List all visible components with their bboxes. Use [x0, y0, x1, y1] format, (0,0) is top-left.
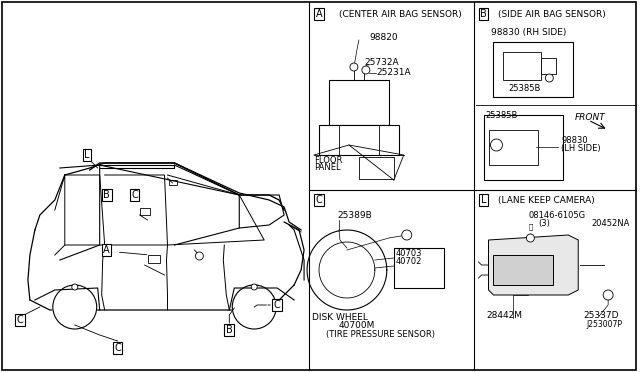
- Circle shape: [350, 63, 358, 71]
- Text: 98830 (RH SIDE): 98830 (RH SIDE): [491, 28, 566, 37]
- Bar: [140, 208, 150, 215]
- Text: (3): (3): [538, 219, 550, 228]
- Circle shape: [603, 290, 613, 300]
- Polygon shape: [488, 235, 578, 295]
- Text: PANEL: PANEL: [314, 163, 340, 172]
- Text: 25385B: 25385B: [486, 111, 518, 120]
- Text: (SIDE AIR BAG SENSOR): (SIDE AIR BAG SENSOR): [499, 10, 606, 19]
- Text: C: C: [17, 315, 23, 325]
- Text: 25389B: 25389B: [337, 211, 372, 220]
- Circle shape: [402, 230, 412, 240]
- Text: 20452NA: 20452NA: [591, 219, 630, 228]
- Text: A: A: [316, 9, 323, 19]
- Text: 28442M: 28442M: [486, 311, 522, 320]
- Text: 25732A: 25732A: [364, 58, 399, 67]
- Bar: [329, 80, 389, 125]
- Text: C: C: [274, 300, 280, 310]
- Text: 25231A: 25231A: [377, 68, 412, 77]
- Text: DISK WHEEL: DISK WHEEL: [312, 313, 368, 322]
- Text: B: B: [226, 325, 233, 335]
- Text: B: B: [103, 190, 110, 200]
- Text: 40700M: 40700M: [339, 321, 375, 330]
- Text: 98830: 98830: [561, 136, 588, 145]
- Text: (TIRE PRESSURE SENSOR): (TIRE PRESSURE SENSOR): [326, 330, 435, 339]
- Text: 98820: 98820: [369, 33, 398, 42]
- Bar: [148, 255, 159, 263]
- Text: C: C: [316, 195, 323, 205]
- Bar: [170, 180, 177, 185]
- Circle shape: [72, 284, 78, 290]
- Circle shape: [526, 234, 534, 242]
- Bar: [394, 248, 444, 288]
- Text: FRONT: FRONT: [575, 113, 606, 122]
- Bar: [504, 52, 541, 80]
- Text: 08146-6105G: 08146-6105G: [529, 211, 586, 220]
- Circle shape: [545, 74, 554, 82]
- Text: L: L: [481, 195, 486, 205]
- Text: 25385B: 25385B: [508, 84, 541, 93]
- Bar: [488, 130, 538, 165]
- Text: (CENTER AIR BAG SENSOR): (CENTER AIR BAG SENSOR): [339, 10, 461, 19]
- Bar: [359, 157, 394, 179]
- Circle shape: [195, 252, 204, 260]
- Text: 25337D: 25337D: [583, 311, 619, 320]
- Text: FLOOR: FLOOR: [314, 156, 342, 165]
- Circle shape: [362, 66, 370, 74]
- Bar: [319, 125, 399, 155]
- Text: L: L: [84, 150, 90, 160]
- Text: (LH SIDE): (LH SIDE): [561, 144, 601, 153]
- Text: 40703: 40703: [396, 249, 422, 258]
- Text: J253007P: J253007P: [586, 320, 622, 329]
- Bar: [541, 58, 556, 74]
- Circle shape: [490, 139, 502, 151]
- Circle shape: [53, 285, 97, 329]
- Text: C: C: [115, 343, 121, 353]
- Circle shape: [232, 285, 276, 329]
- Text: B: B: [480, 9, 487, 19]
- Text: (LANE KEEP CAMERA): (LANE KEEP CAMERA): [499, 196, 595, 205]
- Bar: [484, 115, 563, 180]
- Bar: [493, 42, 573, 97]
- Text: Ⓑ: Ⓑ: [528, 223, 532, 230]
- Circle shape: [252, 284, 257, 290]
- Text: A: A: [104, 245, 110, 255]
- Text: C: C: [131, 190, 138, 200]
- Bar: [493, 255, 554, 285]
- Text: 40702: 40702: [396, 257, 422, 266]
